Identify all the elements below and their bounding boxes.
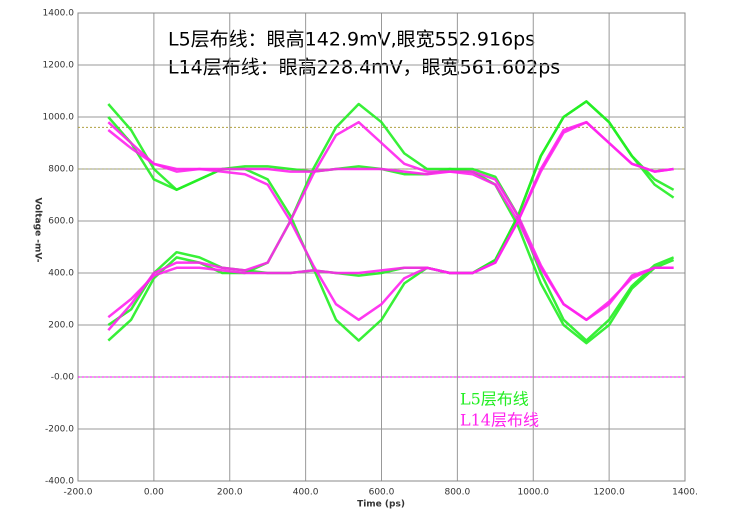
- x-tick-label: 200.0: [217, 488, 243, 498]
- y-tick-label: -200.0: [45, 425, 74, 435]
- legend-label: L5层布线: [460, 390, 529, 409]
- x-tick-label: 1000.0: [518, 488, 550, 498]
- trace: [107, 120, 674, 319]
- x-tick-label: 400.0: [293, 488, 319, 498]
- x-tick-label: 600.0: [369, 488, 395, 498]
- x-tick-label: -200.0: [63, 488, 92, 498]
- trace: [107, 102, 675, 345]
- x-tick-label: 800.0: [444, 488, 470, 498]
- trace: [107, 129, 674, 322]
- y-tick-label: 600.0: [48, 217, 74, 227]
- y-tick-label: 400.0: [48, 269, 74, 279]
- y-tick-label: 800.0: [48, 165, 74, 175]
- y-tick-label: 1000.0: [43, 113, 75, 123]
- x-tick-label: 1200.0: [593, 488, 625, 498]
- x-tick-label: 1400.: [672, 488, 698, 498]
- annotation: L5层布线：眼高142.9mV,眼宽552.916ps: [168, 29, 535, 51]
- y-tick-label: -400.0: [45, 477, 74, 487]
- trace: [107, 100, 675, 327]
- trace: [107, 120, 674, 332]
- legend-label: L14层布线: [460, 411, 539, 430]
- y-tick-label: 1400.0: [43, 9, 75, 19]
- trace: [107, 116, 675, 342]
- plot-frame: [77, 12, 686, 482]
- annotation: L14层布线：眼高228.4mV，眼宽561.602ps: [168, 57, 560, 79]
- y-tick-label: 1200.0: [43, 61, 75, 71]
- y-axis-title: Voltage -mV-: [33, 198, 43, 263]
- x-axis-title: Time (ps): [357, 500, 405, 510]
- x-tick-label: 0.00: [144, 488, 164, 498]
- y-tick-label: 200.0: [48, 321, 74, 331]
- y-tick-label: -0.00: [51, 373, 75, 383]
